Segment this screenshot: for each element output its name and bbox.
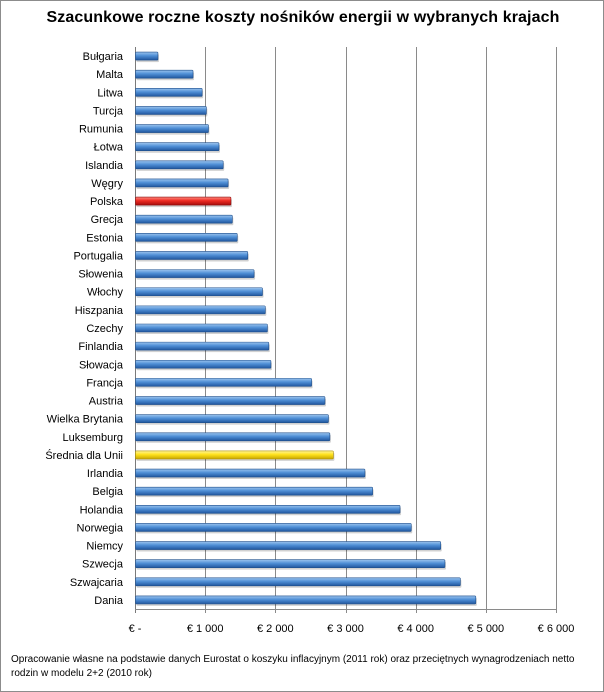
bar [135,450,334,460]
category-label: Bułgaria [83,51,124,63]
category-label: Francja [86,377,124,389]
bar [135,196,232,206]
bar [135,214,233,224]
x-tick-label: € 2 000 [257,623,294,635]
bar [135,142,220,152]
bar [135,396,326,405]
bar [135,124,209,133]
category-label: Rumunia [79,124,124,136]
bar [135,269,255,278]
x-tick-label: € 1 000 [187,623,224,635]
x-tick-label: € 4 000 [397,623,434,635]
category-label: Dania [94,595,124,607]
category-labels: Bułgaria Malta Litwa Turcja Rumunia Łotwa Isla… [45,51,124,607]
bar [135,504,401,514]
bar [135,178,229,188]
x-tick-label: € - [129,623,142,635]
bar [135,233,238,242]
bar [135,414,329,423]
bar [135,305,266,315]
footnote: Opracowanie własne na podstawie danych E… [11,654,575,679]
bar [135,160,224,170]
bar [135,341,270,351]
bar [135,88,203,97]
category-label: Irlandia [87,468,124,480]
bar [135,251,249,260]
bar [135,559,446,568]
category-label: Szwajcaria [70,577,124,589]
category-label: Grecja [91,214,124,226]
bar [135,432,331,442]
category-label: Norwegia [77,522,124,534]
category-label: Szwecja [82,559,124,571]
category-label: Czechy [86,323,123,335]
category-label: Turcja [93,105,124,117]
category-label: Polska [90,196,124,208]
category-label: Portugalia [73,250,123,262]
bar [135,51,159,61]
category-label: Luksemburg [62,432,123,444]
bar [135,378,312,387]
bar [135,323,268,333]
category-label: Holandia [80,504,124,516]
category-label: Estonia [86,232,124,244]
x-tick-label: € 3 000 [327,623,364,635]
bar [135,595,477,605]
category-label: Niemcy [86,541,123,553]
x-tick-label: € 6 000 [538,623,575,635]
category-label: Belgia [92,486,123,498]
category-label: Austria [89,396,124,408]
bar [135,69,194,79]
bars [135,51,477,606]
bar [135,486,373,496]
category-label: Łotwa [94,142,124,154]
category-label: Wielka Brytania [47,414,124,426]
bar [135,577,461,587]
category-label: Islandia [85,160,124,172]
category-label: Węgry [91,178,123,190]
x-tick-label: € 5 000 [467,623,504,635]
x-axis-ticks: € - € 1 000 € 2 000 € 3 000 € 4 000 € 5 000 € … [129,623,575,635]
category-label: Hiszpania [75,305,124,317]
bar [135,523,412,532]
category-label: Włochy [87,287,124,299]
category-label: Litwa [97,87,124,99]
category-label: Średnia dla Unii [45,449,123,462]
category-label: Finlandia [78,341,124,353]
bar [135,106,207,115]
bar [135,287,263,297]
category-label: Słowenia [78,269,124,281]
bar [135,468,366,478]
bar [135,541,442,550]
category-label: Słowacja [79,359,124,371]
category-label: Malta [96,69,124,81]
bar [135,359,272,369]
chart-title: Szacunkowe roczne koszty nośników energi… [46,9,560,26]
